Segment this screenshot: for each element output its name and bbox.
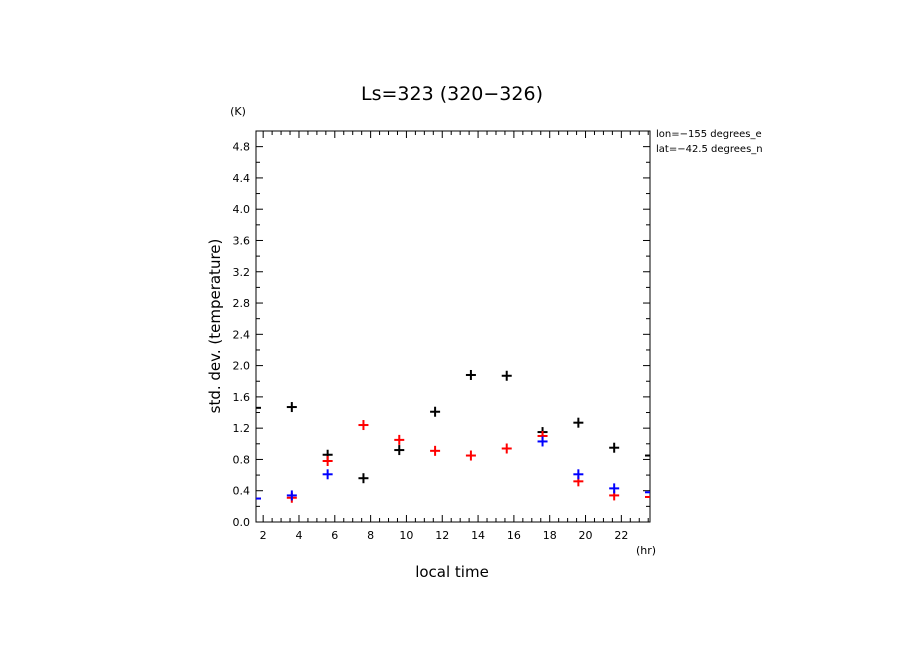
x-unit-label: (hr) bbox=[636, 544, 656, 557]
y-tick-label: 1.6 bbox=[233, 391, 251, 404]
y-tick-label: 1.2 bbox=[233, 422, 251, 435]
data-point-series-0 bbox=[609, 442, 620, 453]
annotation-lat: lat=−42.5 degrees_n bbox=[656, 144, 763, 155]
x-tick-label: 22 bbox=[614, 529, 628, 542]
y-tick-label: 0.0 bbox=[233, 516, 251, 529]
data-point-series-1 bbox=[430, 445, 441, 456]
plot-frame bbox=[255, 130, 651, 523]
y-tick-label: 3.2 bbox=[233, 266, 251, 279]
data-point-series-0 bbox=[394, 445, 405, 456]
data-point-series-0 bbox=[286, 402, 297, 413]
data-point-series-1 bbox=[501, 443, 512, 454]
y-unit-label: (K) bbox=[230, 105, 246, 118]
x-tick-label: 14 bbox=[471, 529, 485, 542]
data-point-series-0 bbox=[501, 370, 512, 381]
y-tick-label: 2.8 bbox=[233, 297, 251, 310]
data-point-series-2 bbox=[322, 469, 333, 480]
x-tick-label: 10 bbox=[399, 529, 413, 542]
y-tick-label: 0.4 bbox=[233, 485, 251, 498]
y-tick-label: 2.4 bbox=[233, 328, 251, 341]
data-point-series-0 bbox=[465, 369, 476, 380]
data-point-series-1 bbox=[394, 434, 405, 445]
y-tick-label: 0.8 bbox=[233, 453, 251, 466]
x-tick-label: 4 bbox=[295, 529, 302, 542]
x-axis-label: local time bbox=[415, 563, 489, 581]
x-tick-label: 20 bbox=[579, 529, 593, 542]
y-axis-label: std. dev. (temperature) bbox=[206, 239, 224, 414]
data-point-series-1 bbox=[322, 456, 333, 467]
data-point-series-1 bbox=[358, 420, 369, 431]
x-tick-label: 2 bbox=[260, 529, 267, 542]
plot-area: 0.0 0.4 0.8 1.2 1.6 2.0 2.4 2.8 3.2 3.6 4.0 4.4 4.8 2… bbox=[233, 130, 651, 542]
y-tick-label: 4.4 bbox=[233, 172, 251, 185]
data-point-series-2 bbox=[609, 483, 620, 494]
annotation-lon: lon=−155 degrees_e bbox=[656, 129, 762, 140]
data-point-series-0 bbox=[358, 473, 369, 484]
x-tick-label: 12 bbox=[435, 529, 449, 542]
x-tick-label: 6 bbox=[331, 529, 338, 542]
x-tick-label: 8 bbox=[367, 529, 374, 542]
data-point-series-2 bbox=[286, 490, 297, 501]
chart-title: Ls=323 (320−326) bbox=[361, 83, 543, 105]
data-point-series-2 bbox=[573, 469, 584, 480]
data-point-series-0 bbox=[430, 406, 441, 417]
x-tick-label: 18 bbox=[543, 529, 557, 542]
y-tick-label: 3.6 bbox=[233, 234, 251, 247]
data-point-series-1 bbox=[465, 450, 476, 461]
data-point-series-2 bbox=[537, 436, 548, 447]
y-tick-label: 4.8 bbox=[233, 141, 251, 154]
y-tick-label: 4.0 bbox=[233, 203, 251, 216]
y-tick-label: 2.0 bbox=[233, 360, 251, 373]
x-tick-label: 16 bbox=[507, 529, 521, 542]
data-point-series-0 bbox=[573, 417, 584, 428]
